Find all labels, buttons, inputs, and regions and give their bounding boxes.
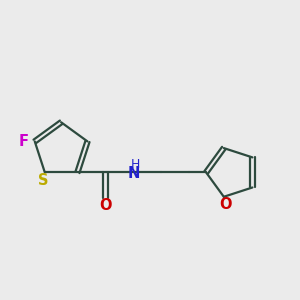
Text: N: N <box>128 166 140 181</box>
Text: O: O <box>219 197 232 212</box>
Text: H: H <box>130 158 140 171</box>
Text: O: O <box>100 198 112 213</box>
Text: F: F <box>19 134 29 149</box>
Text: S: S <box>38 173 48 188</box>
